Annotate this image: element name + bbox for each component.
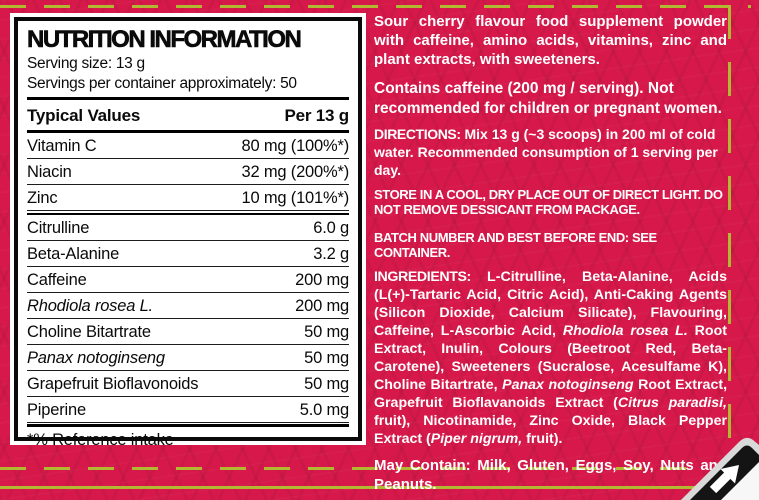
nutrient-name: Panax notoginseng: [27, 349, 165, 367]
cut-line-right: [728, 5, 731, 457]
table-row: Niacin 32 mg (200%*): [27, 159, 349, 185]
table-header-row: Typical Values Per 13 g: [27, 100, 349, 133]
table-header-name: Typical Values: [27, 106, 141, 125]
ingredient-latin-name: Piper nigrum,: [430, 431, 523, 447]
batch-note: BATCH NUMBER AND BEST BEFORE END: SEE CO…: [374, 230, 657, 260]
nutrient-name: Vitamin C: [27, 137, 97, 155]
ingredient-latin-name: Rhodiola rosea L.: [562, 323, 688, 339]
nutrient-name: Piperine: [27, 401, 86, 419]
nutrient-name: Beta-Alanine: [27, 245, 120, 263]
ingredient-text-run: Root Extract, Grapefruit Bioflavanoids E…: [374, 377, 728, 411]
nutrient-name: Grapefruit Bioflavonoids: [27, 375, 199, 393]
ingredient-text-run: fruit).: [522, 431, 563, 447]
nutrient-value: 200 mg: [295, 297, 349, 315]
serving-size: Serving size: 13 g: [27, 55, 145, 72]
ingredients: INGREDIENTS: L-Citrulline, Beta-Alanine,…: [374, 268, 727, 448]
table-row: Citrulline 6.0 g: [27, 213, 349, 241]
ingredient-text-run: Root Extract, Inulin, Colours (Beetroot …: [374, 323, 727, 393]
table-row: Caffeine 200 mg: [27, 267, 349, 293]
peel-corner: [681, 437, 759, 500]
nutrition-title: NUTRITION INFORMATION: [27, 26, 302, 54]
servings-per-container: Servings per container approximately: 50: [27, 75, 297, 92]
ingredients-text: L-Citrulline, Beta-Alanine, Acids (L(+)-…: [374, 269, 727, 447]
reference-intake-footnote: *% Reference intake: [27, 424, 349, 452]
nutrient-value: 3.2 g: [313, 245, 349, 263]
ingredient-text-run: fruit), Nicotinamide, Zinc Oxide, Black …: [374, 413, 727, 447]
nutrient-value: 50 mg: [304, 349, 349, 367]
table-row: Grapefruit Bioflavonoids 50 mg: [27, 371, 349, 397]
nutrient-name: Caffeine: [27, 271, 87, 289]
product-description: Sour cherry flavour food supplement powd…: [374, 13, 727, 68]
cut-line-bottom: [0, 467, 689, 470]
ingredient-latin-name: Citrus paradisi,: [617, 395, 727, 411]
nutrient-name: Citrulline: [27, 219, 90, 237]
table-row: Choline Bitartrate 50 mg: [27, 319, 349, 345]
cut-line-top: [0, 5, 751, 8]
caffeine-warning: Contains caffeine (200 mg / serving). No…: [374, 80, 722, 117]
peel-corner-page: [721, 462, 759, 500]
bottom-border-line: [0, 486, 759, 489]
nutrient-value: 80 mg (100%*): [241, 137, 350, 155]
info-column: Sour cherry flavour food supplement powd…: [374, 12, 727, 500]
nutrition-panel: NUTRITION INFORMATION Serving size: 13 g…: [10, 13, 366, 449]
table-row: Zinc 10 mg (101%*): [27, 185, 349, 211]
nutrient-value: 32 mg (200%*): [241, 163, 350, 181]
arrow-up-right-icon: [709, 465, 739, 494]
table-row: Rhodiola rosea L. 200 mg: [27, 293, 349, 319]
may-contain: May Contain: Milk, Gluten, Eggs, Soy, Nu…: [374, 457, 727, 493]
nutrient-name: Rhodiola rosea L.: [27, 297, 153, 315]
nutrient-name: Choline Bitartrate: [27, 323, 151, 341]
ingredient-latin-name: Panax notoginseng: [502, 377, 634, 393]
nutrient-name: Niacin: [27, 163, 72, 181]
divider: [27, 97, 349, 100]
ingredient-text-run: L-Citrulline, Beta-Alanine, Acids (L(+)-…: [374, 269, 727, 339]
table-row: Beta-Alanine 3.2 g: [27, 241, 349, 267]
nutrient-value: 50 mg: [304, 375, 349, 393]
nutrient-value: 10 mg (101%*): [241, 189, 350, 207]
nutrient-name: Zinc: [27, 189, 58, 207]
nutrition-table-rows: Vitamin C 80 mg (100%*) Niacin 32 mg (200%*…: [27, 133, 349, 423]
storage-instructions: STORE IN A COOL, DRY PLACE OUT OF DIRECT…: [374, 187, 723, 217]
nutrient-value: 6.0 g: [313, 219, 349, 237]
nutrient-value: 50 mg: [304, 323, 349, 341]
directions: DIRECTIONS: Mix 13 g (~3 scoops) in 200 …: [374, 125, 727, 179]
table-header-value: Per 13 g: [284, 106, 349, 125]
nutrient-value: 5.0 mg: [299, 401, 349, 419]
table-row: Panax notoginseng 50 mg: [27, 345, 349, 371]
table-row: Piperine 5.0 mg: [27, 397, 349, 423]
directions-text: Mix 13 g (~3 scoops) in 200 ml of cold w…: [374, 126, 718, 178]
directions-label: DIRECTIONS:: [374, 126, 461, 142]
nutrient-value: 200 mg: [295, 271, 349, 289]
table-row: Vitamin C 80 mg (100%*): [27, 133, 349, 159]
nutrition-panel-border: NUTRITION INFORMATION Serving size: 13 g…: [14, 17, 362, 449]
ingredients-label: INGREDIENTS:: [374, 269, 471, 285]
